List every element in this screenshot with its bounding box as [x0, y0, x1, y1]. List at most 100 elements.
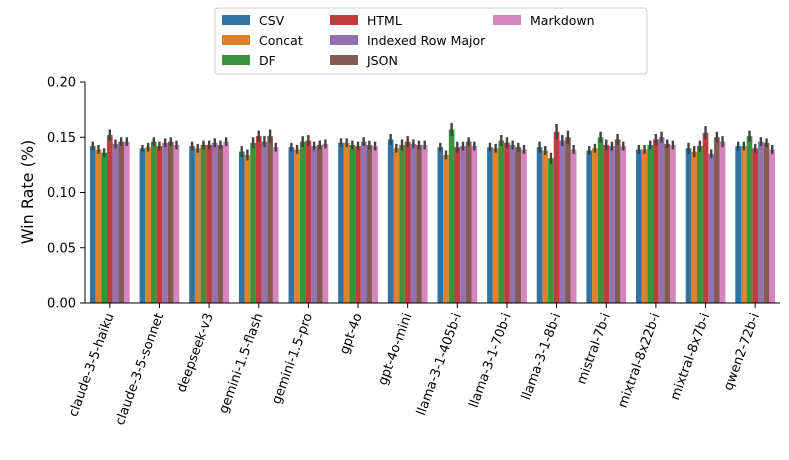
bar-csv-mixtral-8x22b-i: [636, 149, 642, 303]
bar-markdown-mixtral-8x7b-i: [719, 141, 726, 303]
legend-entry: Concat: [259, 33, 303, 48]
bar-concat-qwen2-72b-i: [740, 146, 747, 303]
bar-concat-claude-3-5-sonnet: [145, 147, 151, 303]
legend-swatch: [493, 15, 521, 25]
bar-json-mixtral-8x22b-i: [664, 143, 671, 303]
x-tick-label: claude-3-5-sonnet: [113, 311, 168, 427]
legend: CSV Concat DF HTML Indexed Row Major JSON Mark…: [214, 7, 648, 75]
legend-entry: CSV: [259, 13, 285, 28]
x-tick-label: mixtral-8x7b-i: [668, 311, 713, 402]
legend-swatch: [222, 35, 250, 45]
bar-indexed-row-major-mistral-7b-i: [609, 146, 615, 303]
legend-entry: HTML: [367, 13, 402, 28]
bar-df-mixtral-8x7b-i: [697, 146, 703, 303]
legend-swatch: [330, 35, 358, 45]
bar-df-gemini-1.5-pro: [299, 141, 306, 303]
x-tick-label: llama-3-1-70b-i: [467, 311, 515, 410]
bar-json-gpt-4o-mini: [416, 144, 422, 303]
bar-html-claude-3-5-sonnet: [156, 146, 163, 303]
x-tick-label: llama-3-1-405b-i: [414, 311, 465, 417]
y-axis: 0.00 0.05 0.10 0.15 0.20: [47, 76, 86, 312]
bar-csv-mistral-7b-i: [586, 150, 593, 303]
bar-indexed-row-major-qwen2-72b-i: [758, 141, 764, 303]
bar-json-deepseek-v3: [217, 144, 224, 303]
bar-markdown-llama-3-1-70b-i: [521, 149, 527, 303]
bar-markdown-gpt-4o-mini: [421, 144, 428, 303]
bar-csv-gemini-1.5-pro: [288, 147, 295, 303]
bar-json-mistral-7b-i: [614, 139, 621, 303]
bar-html-gemini-1.5-flash: [255, 136, 262, 303]
bar-concat-claude-3-5-haiku: [95, 149, 102, 303]
legend-entry: Markdown: [530, 13, 595, 28]
bar-concat-gemini-1.5-pro: [294, 149, 300, 303]
bar-json-gemini-1.5-pro: [316, 144, 323, 303]
legend-swatch: [330, 55, 358, 65]
y-tick-label: 0.00: [47, 297, 76, 312]
bar-concat-llama-3-1-405b-i: [443, 154, 449, 303]
bar-csv-mixtral-8x7b-i: [685, 148, 692, 303]
bar-markdown-llama-3-1-8b-i: [570, 149, 577, 303]
bar-df-gpt-4o: [349, 144, 356, 303]
bar-csv-claude-3-5-haiku: [89, 146, 96, 303]
bar-indexed-row-major-deepseek-v3: [211, 142, 218, 303]
bar-indexed-row-major-claude-3-5-sonnet: [162, 142, 168, 303]
bar-csv-llama-3-1-70b-i: [487, 147, 493, 303]
bar-html-gemini-1.5-pro: [305, 140, 312, 303]
bar-markdown-gemini-1.5-flash: [272, 147, 279, 303]
bar-df-mistral-7b-i: [597, 137, 604, 303]
bar-html-mistral-7b-i: [603, 144, 610, 303]
bar-json-llama-3-1-70b-i: [515, 147, 522, 303]
bar-json-mixtral-8x7b-i: [714, 137, 720, 303]
bar-concat-gemini-1.5-flash: [244, 154, 251, 303]
bar-json-claude-3-5-sonnet: [167, 141, 174, 303]
bar-indexed-row-major-gpt-4o: [360, 141, 367, 303]
legend-entry: Indexed Row Major: [367, 33, 486, 48]
bar-indexed-row-major-llama-3-1-8b-i: [559, 140, 566, 303]
legend-swatch: [222, 15, 250, 25]
x-tick-label: llama-3-1-8b-i: [519, 311, 564, 402]
bar-csv-llama-3-1-8b-i: [536, 147, 543, 303]
bar-markdown-qwen2-72b-i: [769, 149, 776, 303]
bar-df-gpt-4o-mini: [399, 144, 405, 303]
bar-json-gpt-4o: [366, 144, 373, 303]
bar-markdown-llama-3-1-405b-i: [471, 146, 478, 303]
bar-df-gemini-1.5-flash: [250, 142, 256, 303]
legend-entry: DF: [259, 53, 276, 68]
bar-concat-llama-3-1-8b-i: [542, 150, 549, 303]
bar-concat-gpt-4o: [343, 142, 350, 303]
bar-html-deepseek-v3: [206, 144, 212, 303]
bar-markdown-claude-3-5-haiku: [124, 141, 130, 303]
bar-df-llama-3-1-70b-i: [498, 140, 505, 303]
x-tick-label: qwen2-72b-i: [721, 311, 763, 392]
bar-html-mixtral-8x7b-i: [702, 132, 709, 303]
bar-concat-deepseek-v3: [194, 148, 201, 303]
y-tick-label: 0.15: [47, 131, 76, 146]
bar-df-llama-3-1-8b-i: [548, 158, 554, 303]
bar-markdown-mistral-7b-i: [620, 146, 627, 303]
bar-indexed-row-major-gemini-1.5-flash: [261, 141, 268, 303]
x-tick-label: gemini-1.5-flash: [216, 311, 266, 415]
bar-csv-gemini-1.5-flash: [238, 151, 245, 303]
bar-json-gemini-1.5-flash: [267, 136, 273, 303]
bar-csv-llama-3-1-405b-i: [437, 147, 444, 303]
bar-indexed-row-major-mixtral-8x22b-i: [658, 137, 665, 303]
bar-concat-gpt-4o-mini: [393, 148, 400, 303]
y-tick-label: 0.20: [47, 76, 76, 91]
bar-indexed-row-major-gemini-1.5-pro: [311, 146, 317, 303]
y-tick-label: 0.10: [47, 186, 76, 201]
bar-markdown-gemini-1.5-pro: [322, 143, 329, 303]
bar-df-qwen2-72b-i: [746, 136, 753, 303]
x-tick-label: gpt-4o: [337, 311, 366, 356]
bar-concat-mixtral-8x7b-i: [691, 151, 698, 303]
bars: [89, 122, 776, 303]
bar-concat-mixtral-8x22b-i: [641, 149, 648, 303]
bar-df-llama-3-1-405b-i: [448, 129, 455, 303]
bar-indexed-row-major-llama-3-1-405b-i: [460, 146, 466, 303]
bar-df-deepseek-v3: [200, 144, 207, 303]
bar-json-llama-3-1-8b-i: [565, 137, 571, 303]
bar-html-llama-3-1-8b-i: [553, 131, 560, 303]
x-tick-label: gpt-4o-mini: [376, 311, 416, 387]
bar-df-claude-3-5-sonnet: [150, 141, 157, 303]
